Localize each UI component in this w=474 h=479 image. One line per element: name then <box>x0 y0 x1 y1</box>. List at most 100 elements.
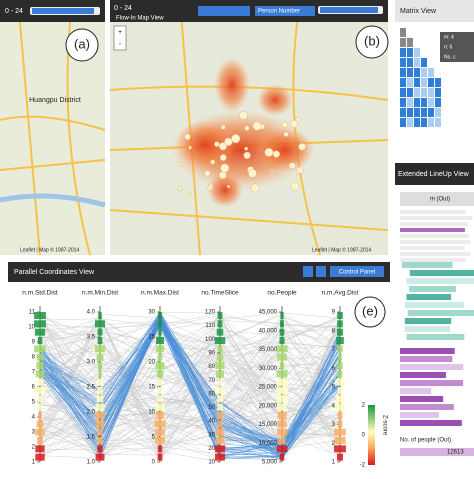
distribution-bar <box>37 378 43 386</box>
axis-tick-label: 5 <box>332 385 336 391</box>
distribution-bar <box>35 370 45 378</box>
flow-dot <box>288 162 296 170</box>
legend-item: No. c <box>444 54 456 60</box>
pc-line <box>39 320 341 459</box>
heat <box>214 57 250 113</box>
pc-line <box>39 316 341 461</box>
label-badge <box>354 296 386 328</box>
zoom-in[interactable]: + <box>118 29 122 36</box>
axis-tick-label: 10 <box>148 410 155 416</box>
axis-tick-label: 10 <box>208 460 215 466</box>
distribution-bar <box>334 428 346 436</box>
distribution-bar <box>95 420 105 428</box>
flow-dot <box>290 181 300 191</box>
axis-tick-label: 5 <box>32 400 36 406</box>
distribution-bar <box>278 437 286 444</box>
distribution-bar <box>38 412 42 419</box>
axis-tick-label: 25,000 <box>259 385 278 391</box>
axis-tick-label: 2.5 <box>87 385 96 391</box>
axis-tick-label: 2.0 <box>87 410 96 416</box>
matrix-cell <box>407 118 413 127</box>
axis-title: no.TimeSlice <box>201 290 239 297</box>
axis-tick-label: 1.0 <box>87 460 96 466</box>
matrix-cell <box>435 98 441 107</box>
distribution-bar <box>214 337 226 344</box>
axis-tick-label: 9 <box>32 340 36 346</box>
pc-line <box>39 319 341 450</box>
distribution-bar <box>34 345 46 353</box>
matrix-cell <box>407 98 413 107</box>
lineup-bar <box>406 294 452 300</box>
matrix-cells <box>400 28 441 127</box>
matrix-cell <box>407 88 413 97</box>
dropdown-label[interactable]: Person Number <box>258 9 300 15</box>
attribution: Leaflet | Map © 1987-2014 <box>312 246 371 253</box>
tool-button[interactable] <box>303 266 313 277</box>
matrix-cell <box>400 58 406 67</box>
lineup-bar <box>400 222 468 226</box>
tool-button[interactable] <box>316 266 326 277</box>
distribution-bar <box>337 420 343 428</box>
distribution-bar <box>156 370 164 378</box>
distribution-bar <box>36 362 44 369</box>
distribution-bar <box>35 453 45 461</box>
pc-highlight <box>39 323 341 448</box>
axis-tick-label: 35,000 <box>259 347 278 353</box>
distribution-bar <box>216 328 224 336</box>
axis-tick-label: 8 <box>332 328 336 334</box>
axis-tick-label: 4.0 <box>87 310 96 316</box>
flow-dot <box>248 169 257 178</box>
toolbar[interactable] <box>198 6 250 16</box>
distribution-bar <box>155 428 165 436</box>
flow-dot <box>177 186 183 191</box>
pc-highlight <box>39 313 341 455</box>
flow-dot <box>218 171 227 180</box>
distribution-bar <box>217 345 223 353</box>
axis-tick-label: 7 <box>32 370 36 376</box>
matrix-cell <box>407 58 413 67</box>
distribution-bar <box>217 320 223 328</box>
matrix-cell <box>400 98 406 107</box>
axis-tick-label: 2 <box>32 445 36 451</box>
column-header <box>400 192 474 206</box>
distribution-bar <box>155 337 165 344</box>
heat <box>255 128 315 172</box>
overview-map: 0 - 24 (a) Huangpu District Leaflet | Ma… <box>0 0 106 256</box>
zoom[interactable] <box>113 25 127 51</box>
matrix-cell <box>428 118 434 127</box>
flow-dot <box>295 173 301 179</box>
axis-tick-label: 2 <box>332 441 336 447</box>
distribution-bar <box>217 420 223 428</box>
zoom-out[interactable]: - <box>119 41 122 48</box>
distribution-bar <box>97 437 103 444</box>
colorbar-tick-label: 0 <box>362 433 366 439</box>
distribution-bar <box>154 420 166 428</box>
distribution-bar <box>277 403 287 411</box>
lineup-bar <box>400 356 453 362</box>
pc-highlight <box>39 320 341 450</box>
flow-dot <box>219 154 227 161</box>
lineup-bars <box>400 210 474 426</box>
lineup-bar <box>409 286 456 292</box>
pc-line <box>39 348 341 425</box>
axis-tick-label: 6 <box>32 385 36 391</box>
control-panel-button[interactable] <box>330 266 384 277</box>
lineup-bar <box>400 234 469 238</box>
lineup-bar <box>401 262 453 268</box>
distribution-bar <box>35 428 45 436</box>
lineup-bar <box>400 396 444 402</box>
dropdown[interactable] <box>255 6 315 16</box>
pc-line <box>39 315 341 428</box>
matrix-cell <box>407 68 413 77</box>
axis-tick-label: 15 <box>148 385 155 391</box>
lineup-bar <box>400 252 471 256</box>
view-title: Matrix View <box>400 8 437 15</box>
flow-dot <box>298 143 306 151</box>
pc-line <box>39 323 341 375</box>
lineup-bar <box>400 216 473 220</box>
lineup-bar <box>404 318 452 324</box>
distribution-bar <box>34 312 46 319</box>
pc-line <box>39 377 341 461</box>
button-label[interactable]: Control Panel <box>339 270 375 276</box>
panel <box>395 0 474 155</box>
